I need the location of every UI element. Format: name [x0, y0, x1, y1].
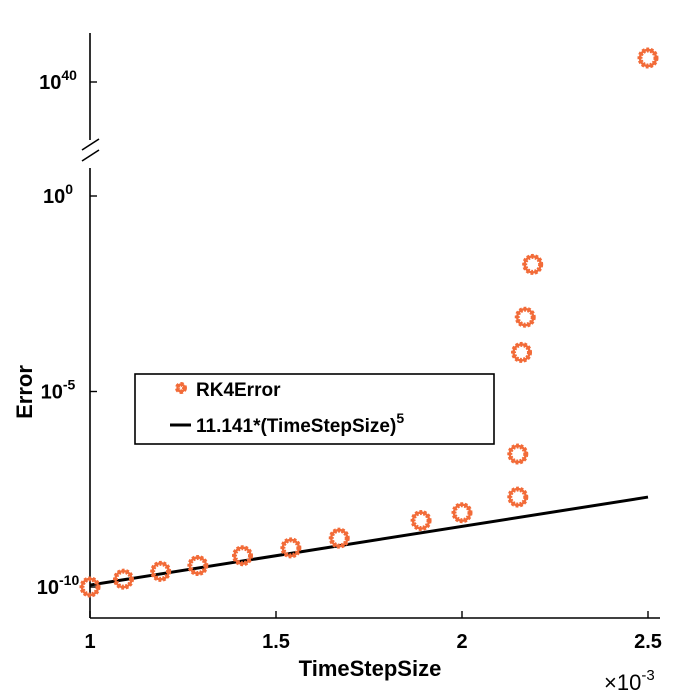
data-point — [112, 568, 134, 590]
x-tick-label: 2 — [456, 631, 467, 653]
data-point — [232, 545, 254, 567]
legend-label-rk4: RK4Error — [196, 380, 281, 401]
x-multiplier-exponent: -3 — [641, 667, 654, 684]
data-point — [511, 341, 533, 363]
axis-break-mark-top — [81, 138, 100, 151]
y-tick-label: 10-5 — [41, 377, 76, 404]
y-tick-label: 100 — [43, 181, 73, 208]
data-point — [150, 560, 172, 582]
x-tick-label: 1 — [84, 631, 95, 653]
legend-marker-dot — [175, 382, 187, 394]
y-tick-label: 1040 — [39, 67, 77, 94]
data-point — [514, 306, 536, 328]
data-point — [637, 47, 659, 69]
tick-labels: 1 1.5 2 2.5 10-10 10-5 100 1040 — [37, 67, 662, 653]
y-tick-label: 10-10 — [37, 572, 80, 599]
x-tick-label: 1.5 — [262, 631, 290, 653]
fit-line-series — [89, 495, 649, 587]
data-point — [328, 527, 350, 549]
y-axis-label: Error — [12, 365, 37, 419]
data-point — [280, 537, 302, 559]
data-point — [507, 486, 529, 508]
rk4-error-series — [79, 47, 659, 598]
axes — [81, 33, 660, 619]
data-point — [522, 253, 544, 275]
legend-marker-rk4 — [175, 382, 187, 394]
legend-label-fit-sup: 5 — [396, 410, 404, 426]
data-point — [187, 554, 209, 576]
legend-label-fit-text: 11.141*(TimeStepSize) — [196, 416, 396, 437]
axis-break-mark-bottom — [81, 149, 100, 162]
data-point — [507, 443, 529, 465]
legend: RK4Error 11.141*(TimeStepSize)5 — [134, 373, 495, 445]
x-axis-multiplier: ×10-3 — [604, 667, 655, 695]
data-point — [79, 576, 101, 598]
legend-box — [134, 373, 495, 445]
x-tick-label: 2.5 — [634, 631, 662, 653]
x-multiplier-base: ×10 — [604, 670, 641, 695]
x-axis-label: TimeStepSize — [299, 656, 442, 681]
data-point — [410, 510, 432, 532]
legend-label-fit: 11.141*(TimeStepSize)5 — [196, 410, 404, 437]
fit-line — [89, 495, 649, 587]
data-point — [451, 502, 473, 524]
